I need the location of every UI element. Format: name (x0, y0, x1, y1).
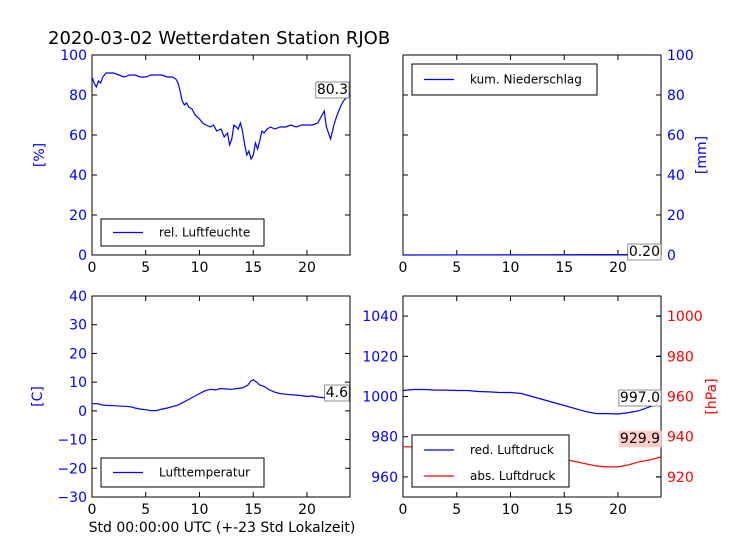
x-tick-label: 20 (298, 502, 316, 518)
x-tick-label: 0 (88, 502, 97, 518)
legend-label: abs. Luftdruck (470, 469, 555, 483)
y-tick-label: 0 (78, 404, 87, 420)
x-tick-label: 5 (452, 502, 461, 518)
series-line-temperature (92, 379, 351, 412)
x-tick-label: 10 (191, 502, 209, 518)
y-tick-label: 960 (371, 470, 398, 486)
y-tick-label: 40 (69, 289, 87, 305)
panel-precipitation: 0 5 10 15 20 0 20 40 60 80 100 [mm] 0.20 kum. Nieders… (399, 48, 710, 276)
y-tick-label: 80 (69, 88, 87, 104)
y-tick-label: 0 (667, 248, 676, 264)
y-tick-label: −30 (57, 490, 87, 506)
y-axis-label: [mm] (694, 136, 710, 174)
x-tick-label: 15 (244, 260, 262, 276)
x-tick-label: 10 (502, 502, 520, 518)
series-line-humidity (91, 72, 351, 161)
x-tick-label: 15 (555, 502, 573, 518)
x-tick-label: 15 (244, 502, 262, 518)
y-tick-label: 30 (69, 318, 87, 334)
y-tick-label: 20 (69, 208, 87, 224)
panel-pressure: 0 5 10 15 20 960 980 1000 1020 1040 920 940 960 980 10… (362, 295, 720, 518)
value-label: 4.6 (326, 385, 348, 401)
y-tick-label: −20 (57, 461, 87, 477)
x-tick-label: 20 (609, 502, 627, 518)
legend-label: rel. Luftfeuchte (159, 226, 250, 240)
y-tick-label: 40 (69, 168, 87, 184)
x-tick-label: 0 (88, 260, 97, 276)
y-axis-label: [hPa] (704, 378, 720, 414)
x-tick-label: 5 (141, 502, 150, 518)
x-tick-label: 20 (609, 260, 627, 276)
x-tick-label: 0 (399, 260, 408, 276)
legend-label: kum. Niederschlag (470, 73, 582, 87)
x-axis-label: Std 00:00:00 UTC (+-23 Std Lokalzeit) (89, 520, 356, 536)
x-tick-label: 0 (399, 502, 408, 518)
y-tick-label: 20 (667, 208, 685, 224)
figure-title: 2020-03-02 Wetterdaten Station RJOB (48, 28, 390, 49)
y2-tick-label: 1000 (667, 309, 703, 325)
value-label-2-box (618, 430, 662, 448)
value-label-box (618, 389, 662, 407)
y2-tick-label: 960 (667, 390, 694, 406)
y2-tick-label: 940 (667, 430, 694, 446)
value-label: 997.0 (620, 390, 660, 406)
legend-label: red. Luftdruck (470, 443, 554, 457)
y-tick-label: 100 (60, 48, 87, 64)
y2-tick-label: 920 (667, 470, 694, 486)
y-tick-label: −10 (57, 433, 87, 449)
y-tick-label: 1040 (362, 309, 398, 325)
value-label-box (315, 81, 350, 99)
x-tick-label: 10 (502, 260, 520, 276)
x-tick-label: 20 (298, 260, 316, 276)
value-label: 0.20 (629, 244, 660, 260)
y-tick-label: 60 (69, 128, 87, 144)
y-axis-label: [%] (32, 143, 48, 167)
y-tick-label: 980 (371, 430, 398, 446)
y-tick-label: 100 (667, 48, 694, 64)
x-tick-label: 15 (555, 260, 573, 276)
value-label-box (324, 384, 350, 402)
y-tick-label: 0 (78, 248, 87, 264)
legend-box (411, 434, 570, 488)
value-label: 80.3 (317, 82, 348, 98)
x-tick-label: 5 (141, 260, 150, 276)
y-tick-label: 1000 (362, 390, 398, 406)
legend-label: Lufttemperatur (159, 466, 250, 480)
y-tick-label: 60 (667, 128, 685, 144)
value-label-2: 929.9 (620, 431, 660, 447)
y-axis-label: [C] (30, 386, 46, 407)
series-line-pressure (402, 388, 662, 415)
y-tick-label: 1020 (362, 349, 398, 365)
x-tick-label: 10 (191, 260, 209, 276)
y-tick-label: 80 (667, 88, 685, 104)
panel-humidity: 0 5 10 15 20 0 20 40 60 80 100 [%] 80.3 rel. Luftfeuc… (32, 48, 351, 276)
y-tick-label: 40 (667, 168, 685, 184)
y-tick-label: 10 (69, 375, 87, 391)
panel-temperature: 0 5 10 15 20 −30 −20 −10 0 10 20 30 40 [C] 4.6 Lufttemp… (30, 289, 351, 518)
y2-tick-label: 980 (667, 349, 694, 365)
y-tick-label: 20 (69, 346, 87, 362)
x-tick-label: 5 (452, 260, 461, 276)
value-label-box (627, 243, 662, 261)
